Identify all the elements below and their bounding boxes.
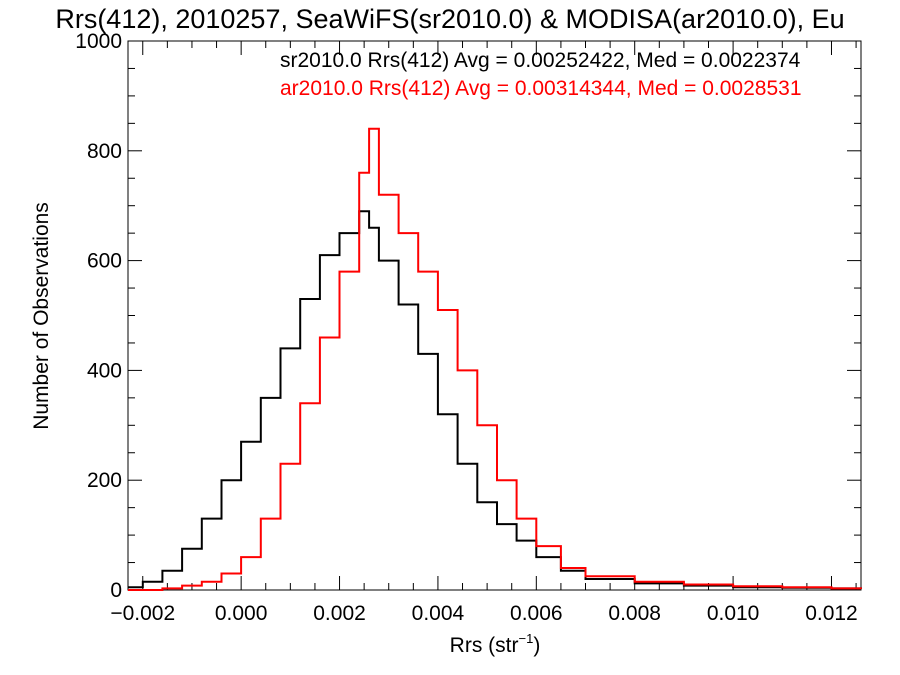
x-tick-label: 0.008 [608,602,661,625]
y-tick-label: 400 [87,359,122,382]
x-tick-label: 0.004 [412,602,465,625]
x-axis-label-text: Rrs (str [450,634,519,657]
y-tick-label: 800 [87,140,122,163]
y-tick-label: 600 [87,250,122,273]
x-tick-label: 0.002 [313,602,366,625]
series-line-1 [128,127,862,591]
x-tick-label: 0.012 [805,602,858,625]
y-axis-ticks: 0 200 400 600 800 1000 [75,30,861,602]
x-tick-label: 0.006 [510,602,563,625]
x-axis-ticks: −0.002 0.000 0.002 0.004 0.006 0.008 0.010 0.01… [110,41,858,625]
x-axis-label-close: ) [533,634,540,657]
chart-title: Rrs(412), 2010257, SeaWiFS(sr2010.0) & M… [55,4,844,34]
y-tick-label: 1000 [75,30,122,53]
x-tick-label: 0.010 [707,602,760,625]
y-tick-label: 200 [87,469,122,492]
series-line-0 [128,210,862,590]
series-lines [128,127,862,591]
legend-entry-sr2010: sr2010.0 Rrs(412) Avg = 0.00252422, Med … [280,49,801,72]
x-axis-label-superscript: −1 [519,631,534,646]
x-tick-label: −0.002 [110,602,175,625]
legend-entry-ar2010: ar2010.0 Rrs(412) Avg = 0.00314344, Med … [280,77,802,100]
x-tick-label: 0.000 [215,602,268,625]
y-axis-label: Number of Observations [30,202,53,430]
y-tick-label: 0 [110,579,122,602]
plot-frame [127,40,862,591]
x-axis-label: Rrs (str−1) [450,631,541,657]
